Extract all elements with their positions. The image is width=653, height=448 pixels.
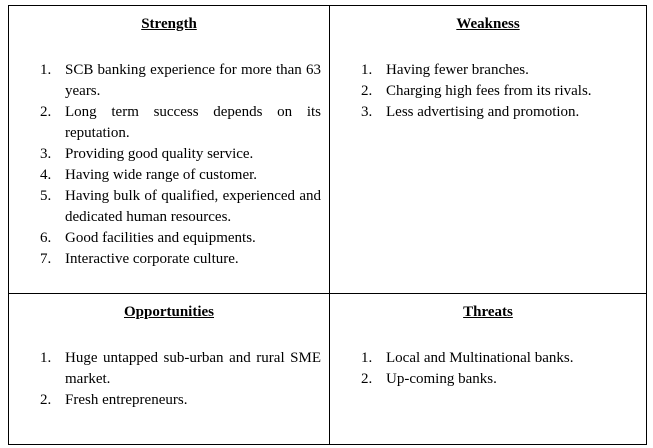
item-list: 1. Having fewer branches. 2. Charging high … (361, 60, 638, 123)
item-text: Having wide range of customer. (65, 167, 258, 183)
list-item: 1. Having fewer branches. (361, 60, 638, 81)
item-number: 5. (40, 188, 52, 204)
swot-cell: Weakness 1. Having fewer branches. 2. Chargi… (330, 6, 646, 294)
item-number: 3. (361, 104, 373, 120)
list-item: 7. Interactive corporate culture. (40, 249, 321, 270)
item-list: 1. Local and Multinational banks. 2. Up-com… (361, 348, 638, 390)
item-number: 1. (40, 350, 52, 366)
item-number: 2. (361, 371, 373, 387)
item-text: Less advertising and promotion. (386, 104, 580, 120)
list-item: 4. Having wide range of customer. (40, 165, 321, 186)
list-item: 2. Long term success depends on its reput… (40, 102, 321, 144)
item-text: Having fewer branches. (386, 62, 529, 78)
item-text: Huge untapped sub-urban and rural SME ma… (65, 350, 321, 387)
item-number: 6. (40, 230, 52, 246)
list-item: 3. Less advertising and promotion. (361, 102, 638, 123)
item-text: Local and Multinational banks. (386, 350, 574, 366)
swot-table: Strength 1. SCB banking experience for mor… (8, 5, 647, 445)
swot-cell: Opportunities 1. Huge untapped sub-urban a… (9, 294, 330, 444)
item-text: Charging high fees from its rivals. (386, 83, 592, 99)
list-item: 1. SCB banking experience for more than 6… (40, 60, 321, 102)
list-item: 2. Up-coming banks. (361, 369, 638, 390)
item-number: 1. (361, 350, 373, 366)
item-text: Good facilities and equipments. (65, 230, 256, 246)
cell-title: Weakness (456, 16, 520, 32)
swot-cell: Strength 1. SCB banking experience for mor… (9, 6, 330, 294)
list-item: 3. Providing good quality service. (40, 144, 321, 165)
item-text: Long term success depends on its reputat… (65, 104, 321, 141)
item-number: 3. (40, 146, 52, 162)
cell-title: Threats (463, 304, 513, 320)
swot-cell: Threats 1. Local and Multinational banks. 2… (330, 294, 646, 444)
list-item: 5. Having bulk of qualified, experienced … (40, 186, 321, 228)
list-item: 1. Local and Multinational banks. (361, 348, 638, 369)
item-text: Fresh entrepreneurs. (65, 392, 188, 408)
item-text: SCB banking experience for more than 63 … (65, 62, 321, 99)
list-item: 1. Huge untapped sub-urban and rural SME … (40, 348, 321, 390)
list-item: 2. Fresh entrepreneurs. (40, 390, 321, 411)
item-number: 1. (361, 62, 373, 78)
list-item: 2. Charging high fees from its rivals. (361, 81, 638, 102)
item-text: Up-coming banks. (386, 371, 497, 387)
item-list: 1. Huge untapped sub-urban and rural SME … (40, 348, 321, 411)
item-text: Having bulk of qualified, experienced an… (65, 188, 321, 225)
cell-title: Strength (141, 16, 197, 32)
item-list: 1. SCB banking experience for more than 6… (40, 60, 321, 270)
item-text: Interactive corporate culture. (65, 251, 239, 267)
item-number: 2. (40, 104, 52, 120)
item-number: 1. (40, 62, 52, 78)
item-number: 4. (40, 167, 52, 183)
item-number: 2. (40, 392, 52, 408)
item-number: 2. (361, 83, 373, 99)
item-number: 7. (40, 251, 52, 267)
item-text: Providing good quality service. (65, 146, 254, 162)
list-item: 6. Good facilities and equipments. (40, 228, 321, 249)
cell-title: Opportunities (123, 304, 214, 320)
